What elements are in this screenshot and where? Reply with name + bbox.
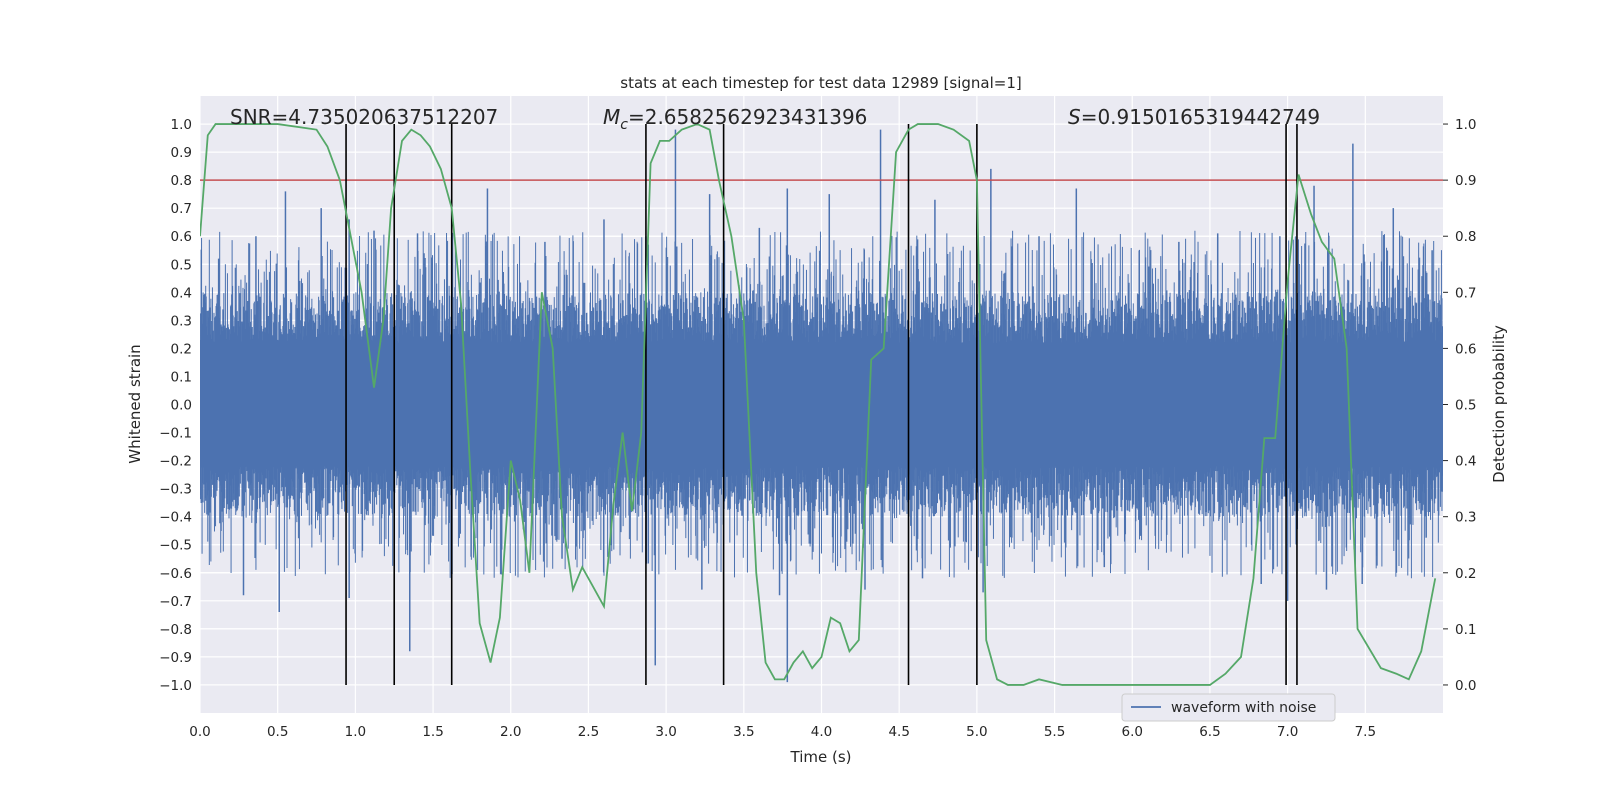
y2-tick-label: 0.4 (1455, 454, 1476, 470)
y-tick-label: 0.2 (171, 341, 192, 357)
y-tick-label: 0.0 (171, 398, 192, 414)
x-tick-label: 7.5 (1355, 724, 1376, 740)
waveform-noise-body (200, 230, 1443, 579)
y2-tick-label: 0.8 (1455, 229, 1476, 245)
y-tick-label: −0.2 (159, 454, 192, 470)
x-tick-label: 3.5 (733, 724, 754, 740)
y-tick-label: −0.7 (159, 594, 192, 610)
x-tick-label: 2.0 (500, 724, 521, 740)
x-axis-label: Time (s) (790, 748, 852, 766)
y-tick-label: −0.9 (159, 650, 192, 666)
y-tick-label: −0.4 (159, 510, 192, 526)
y-axis-label: Whitened strain (126, 344, 144, 463)
y2-tick-label: 0.5 (1455, 398, 1476, 414)
x-tick-label: 3.0 (655, 724, 676, 740)
legend: waveform with noise (1121, 693, 1336, 722)
y2-tick-label: 0.7 (1455, 285, 1476, 301)
y-tick-label: 1.0 (171, 117, 192, 133)
vertical-lines-layer (345, 124, 1298, 685)
x-tick-label: 4.0 (811, 724, 832, 740)
y-tick-label: −0.5 (159, 538, 192, 554)
x-tick-label: 0.5 (267, 724, 288, 740)
y2-tick-label: 0.6 (1455, 341, 1476, 357)
x-axis-ticks: 0.0 0.5 1.0 1.5 2.0 2.5 3.0 3.5 4.0 4.5 5.0 5.5 6.0 6… (189, 724, 1376, 740)
y-tick-label: 0.7 (171, 201, 192, 217)
y-tick-label: 0.1 (171, 369, 192, 385)
x-tick-label: 0.0 (189, 724, 210, 740)
s-annotation: S=0.9150165319442749 (1068, 105, 1320, 129)
y-tick-label: −0.6 (159, 566, 192, 582)
x-tick-label: 6.0 (1122, 724, 1143, 740)
y-tick-label: 0.4 (171, 285, 192, 301)
y2-tick-label: 0.9 (1455, 173, 1476, 189)
y2-tick-label: 0.2 (1455, 566, 1476, 582)
y-tick-label: −0.1 (159, 426, 192, 442)
y-tick-label: 0.3 (171, 313, 192, 329)
s-symbol: S (1068, 105, 1081, 129)
chart-title: stats at each timestep for test data 129… (620, 74, 1021, 92)
chirp-mass-value: =2.6582562923431396 (628, 105, 867, 129)
y2-tick-label: 1.0 (1455, 117, 1476, 133)
y2-axis-ticks: 0.0 0.1 0.2 0.3 0.4 0.5 0.6 0.7 0.8 0.9 1.0 (1443, 117, 1476, 694)
x-tick-label: 5.5 (1044, 724, 1065, 740)
legend-box (1121, 693, 1336, 722)
chirp-mass-subscript: c (620, 117, 628, 133)
s-value: =0.9150165319442749 (1081, 105, 1320, 129)
y-tick-label: 0.9 (171, 145, 192, 161)
y-tick-label: 0.5 (171, 257, 192, 273)
y2-tick-label: 0.1 (1455, 622, 1476, 638)
y2-tick-label: 0.3 (1455, 510, 1476, 526)
y-tick-label: −0.3 (159, 482, 192, 498)
probability-line-layer (200, 123, 1437, 686)
x-tick-label: 4.5 (888, 724, 909, 740)
chirp-mass-annotation: Mc=2.6582562923431396 (603, 105, 867, 133)
x-tick-label: 2.5 (578, 724, 599, 740)
y2-axis-label: Detection probability (1490, 325, 1508, 483)
snr-annotation: SNR=4.735020637512207 (230, 105, 498, 129)
y-tick-label: 0.8 (171, 173, 192, 189)
plot-area (200, 123, 1443, 686)
x-tick-label: 1.5 (422, 724, 443, 740)
detection-probability-line (200, 123, 1437, 686)
y-tick-label: 0.6 (171, 229, 192, 245)
legend-label: waveform with noise (1171, 700, 1316, 716)
chirp-mass-symbol: M (603, 105, 620, 129)
x-tick-label: 5.0 (966, 724, 987, 740)
x-tick-label: 7.0 (1277, 724, 1298, 740)
y2-tick-label: 0.0 (1455, 678, 1476, 694)
x-tick-label: 6.5 (1199, 724, 1220, 740)
y-tick-label: −1.0 (159, 678, 192, 694)
y-axis-ticks: −1.0 −0.9 −0.8 −0.7 −0.6 −0.5 −0.4 −0.3 −0.2 −0.1… (159, 117, 192, 694)
x-tick-label: 1.0 (345, 724, 366, 740)
y-tick-label: −0.8 (159, 622, 192, 638)
